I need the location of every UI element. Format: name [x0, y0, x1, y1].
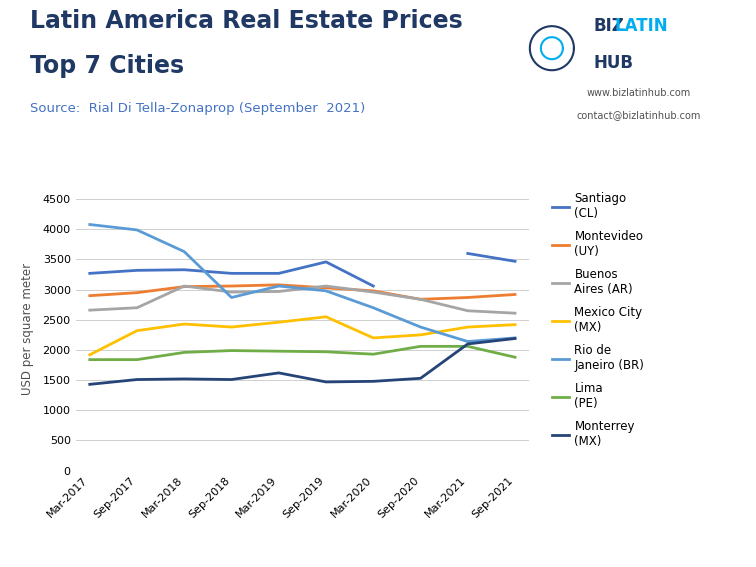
Text: BIZ: BIZ — [593, 17, 624, 35]
Text: www.bizlatinhub.com: www.bizlatinhub.com — [587, 88, 691, 98]
Text: Latin America Real Estate Prices: Latin America Real Estate Prices — [30, 9, 463, 32]
Text: Source:  Rial Di Tella-Zonaprop (September  2021): Source: Rial Di Tella-Zonaprop (Septembe… — [30, 102, 365, 115]
Legend: Santiago
(CL), Montevideo
(UY), Buenos
Aires (AR), Mexico City
(MX), Rio de
Jane: Santiago (CL), Montevideo (UY), Buenos A… — [547, 187, 649, 453]
Y-axis label: USD per square meter: USD per square meter — [21, 263, 34, 395]
Text: HUB: HUB — [593, 54, 634, 72]
Text: contact@bizlatinhub.com: contact@bizlatinhub.com — [577, 111, 701, 121]
Text: LATIN: LATIN — [615, 17, 668, 35]
Text: Top 7 Cities: Top 7 Cities — [30, 54, 184, 78]
